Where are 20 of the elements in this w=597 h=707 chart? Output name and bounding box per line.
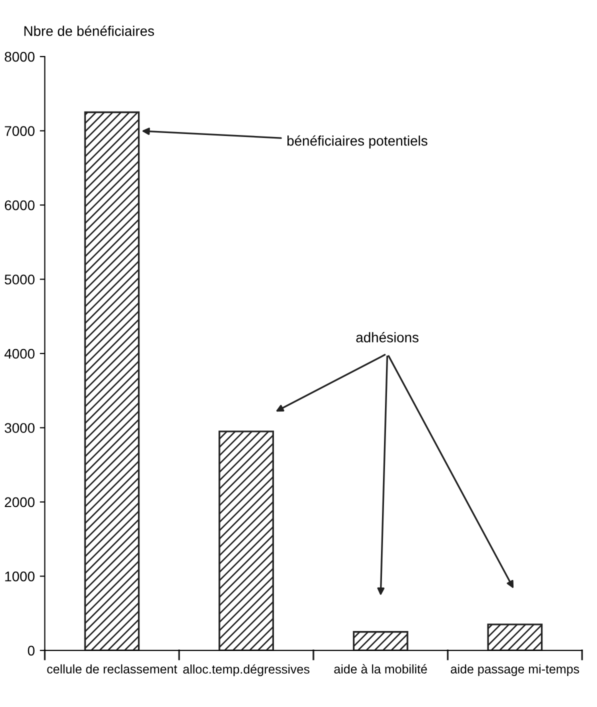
y-axis-title: Nbre de bénéficiaires [24, 26, 154, 36]
annotation: adhésions [356, 332, 418, 342]
x-tick-label: alloc.temp.dégressives [183, 664, 310, 676]
y-tick-label: 6000 [4, 200, 35, 210]
y-tick-label: 4000 [4, 348, 35, 359]
y-tick-label: 7000 [4, 126, 35, 136]
bar [84, 111, 140, 650]
x-tick-label: aide passage mi-temps [450, 664, 580, 676]
y-tick-label: 2000 [4, 497, 35, 508]
bar [218, 430, 274, 650]
y-tick-label: 8000 [4, 52, 35, 62]
x-tick-label: cellule de reclassement [47, 664, 178, 674]
y-tick-label: 1000 [5, 572, 35, 582]
bar [352, 631, 408, 650]
y-tick-label: 5000 [4, 274, 35, 284]
annotation: bénéficiaires potentiels [287, 135, 428, 148]
x-tick-label: aide à la mobilité [334, 664, 427, 674]
bar [487, 624, 543, 650]
y-tick-label: 0 [28, 646, 35, 656]
y-tick-label: 3000 [4, 423, 35, 433]
